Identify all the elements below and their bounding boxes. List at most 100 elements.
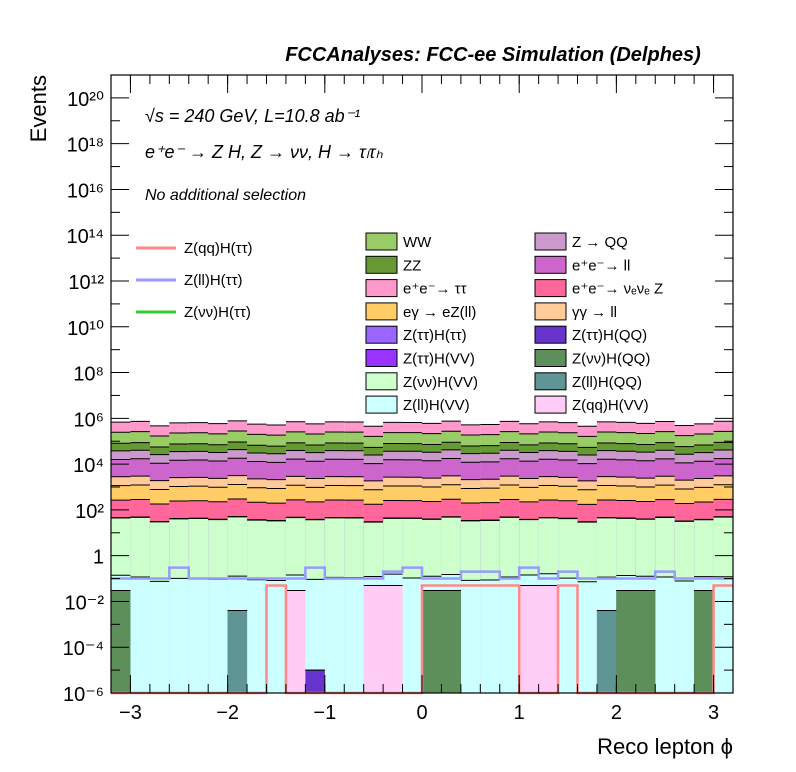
bin-bar	[363, 585, 384, 693]
bin-bar	[402, 578, 422, 693]
legend-label: e⁺e⁻→ νₑνₑ Z	[572, 281, 663, 298]
bin-bar	[266, 580, 286, 693]
legend-swatch	[534, 302, 567, 321]
legend-label: Z → QQ	[572, 234, 628, 251]
x-tick-label: −2	[216, 702, 239, 724]
bin-bar	[460, 580, 481, 693]
x-tick-label: 3	[708, 702, 719, 724]
legend-label: Z(νν)H(ττ)	[184, 304, 251, 321]
bin-bar	[227, 610, 248, 693]
y-tick-label: 10⁸	[73, 364, 104, 386]
y-tick-label: 10⁻⁴	[63, 638, 104, 660]
y-tick-label: 10⁻⁶	[63, 684, 104, 706]
y-tick-label: 10²	[75, 501, 104, 523]
legend-swatch	[365, 255, 398, 274]
legend-swatch	[365, 372, 398, 391]
legend-label: Z(ττ)H(QQ)	[572, 327, 647, 344]
legend-label: Z(ll)H(QQ)	[572, 374, 642, 391]
bin-bar	[305, 579, 325, 693]
y-tick-label: 10⁻²	[65, 592, 105, 614]
bin-bar	[383, 585, 403, 693]
y-axis-label: Events	[26, 75, 51, 142]
signal-line	[111, 566, 733, 580]
y-tick-label: 10¹⁴	[67, 226, 105, 248]
bin-bar	[558, 578, 578, 693]
bin-bar	[694, 590, 714, 693]
x-tick-label: 1	[514, 702, 525, 724]
bin-bar	[480, 580, 500, 693]
y-tick-label: 10²⁰	[67, 89, 104, 111]
x-tick-label: −3	[119, 702, 142, 724]
legend-swatch	[534, 325, 567, 344]
info-line-process: e⁺e⁻ → Z H, Z → νν, H → τₗτₕ	[145, 142, 383, 162]
bin-bar	[635, 590, 656, 693]
legend-label: Z(νν)H(QQ)	[572, 351, 650, 368]
legend-label: e⁺e⁻→ ττ	[403, 281, 467, 298]
legend-label: e⁺e⁻→ ll	[572, 257, 630, 274]
y-tick-label: 10⁴	[73, 455, 104, 477]
stack-layer-z-h-qq-	[111, 590, 714, 693]
legend-label: Z(ll)H(VV)	[403, 397, 470, 414]
bin-bar	[538, 585, 559, 693]
legend-swatch	[365, 279, 398, 298]
bin-bar	[344, 577, 364, 693]
x-tick-label: −1	[313, 702, 336, 724]
legend-label: Z(ττ)H(ττ)	[403, 327, 467, 344]
plot-area	[111, 420, 733, 693]
bin-bar	[149, 581, 170, 693]
legend-swatch	[365, 325, 398, 344]
y-tick-label: 10¹²	[68, 272, 104, 294]
legend-swatch	[534, 255, 567, 274]
bin-bar	[305, 670, 325, 693]
bin-bar	[519, 585, 539, 693]
x-tick-label: 0	[416, 702, 427, 724]
legend-swatch	[365, 302, 398, 321]
bin-bar	[111, 590, 131, 693]
y-tick-label: 1	[93, 547, 104, 569]
legend-signal: Z(qq)H(ττ) Z(ll)H(ττ) Z(νν)H(ττ)	[136, 240, 253, 321]
bin-bar	[674, 580, 695, 693]
bin-bar	[285, 590, 306, 693]
bin-bar	[422, 590, 442, 693]
axis-ticks: −3 −2 −1 0 1 2 3 10⁻⁶ 10⁻⁴ 10⁻² 1 10² 10⁴ 10⁶ 10⁸ 10¹⁰ 1…	[63, 75, 734, 724]
legend-label: ZZ	[403, 257, 421, 274]
legend-label: Z(qq)H(VV)	[572, 397, 649, 414]
chart-title: FCCAnalyses: FCC-ee Simulation (Delphes)	[285, 44, 701, 66]
bin-bar	[324, 577, 345, 693]
legend-background: WW ZZ e⁺e⁻→ ττ eγ → eZ(ll) Z(ττ)H(ττ) Z(ττ)H(…	[365, 232, 663, 414]
bin-bar	[596, 610, 617, 693]
y-tick-label: 10⁶	[74, 409, 104, 431]
bin-bar	[713, 576, 733, 693]
bin-bar	[247, 579, 267, 693]
bin-bar	[169, 578, 189, 693]
bin-bar	[577, 581, 597, 693]
bin-bar	[499, 576, 520, 693]
legend-swatch	[365, 349, 398, 367]
legend-label: Z(ττ)H(VV)	[403, 351, 475, 368]
bin-bar	[188, 578, 209, 693]
info-line-energy: √s = 240 GeV, L=10.8 ab⁻¹	[145, 106, 360, 126]
legend-label: Z(ll)H(ττ)	[184, 272, 243, 289]
legend-swatch	[365, 395, 398, 414]
legend-swatch	[534, 395, 567, 414]
x-tick-label: 2	[611, 702, 622, 724]
info-line-selection: No additional selection	[145, 187, 306, 204]
bin-bar	[616, 590, 636, 693]
legend-label: Z(qq)H(ττ)	[184, 240, 253, 257]
legend-label: Z(νν)H(VV)	[403, 374, 478, 391]
legend-label: WW	[403, 234, 432, 251]
legend-label: eγ → eZ(ll)	[403, 304, 476, 321]
y-tick-label: 10¹⁶	[67, 180, 104, 202]
bin-bar	[130, 576, 150, 693]
y-tick-label: 10¹⁰	[67, 318, 104, 340]
x-axis-label: Reco lepton ϕ	[597, 734, 733, 759]
legend-swatch	[534, 349, 567, 367]
legend-swatch	[534, 232, 567, 251]
bin-bar	[441, 590, 461, 693]
legend-swatch	[365, 232, 398, 251]
legend-swatch	[534, 279, 567, 298]
bin-bar	[655, 577, 675, 693]
y-tick-label: 10¹⁸	[67, 135, 104, 157]
legend-label: γγ → ll	[572, 304, 617, 321]
